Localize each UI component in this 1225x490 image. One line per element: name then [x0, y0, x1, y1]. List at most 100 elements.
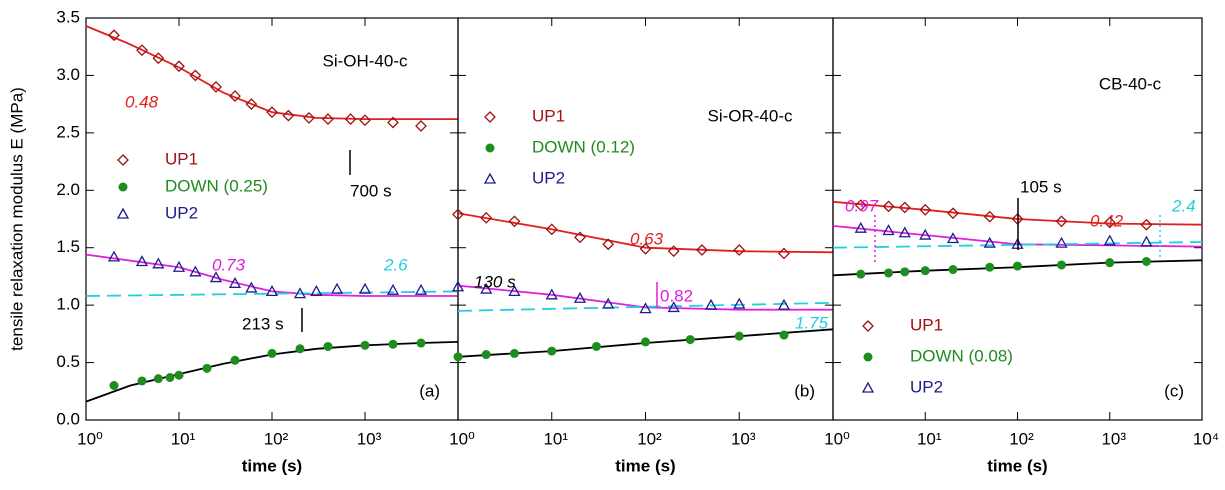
marker: [947, 207, 959, 220]
panel-label: (c): [1164, 381, 1184, 400]
marker: [1140, 235, 1153, 247]
marker: [1141, 256, 1151, 266]
x-tick-label: 10⁰: [449, 429, 475, 448]
panel-label: (b): [794, 381, 815, 400]
marker: [209, 271, 223, 283]
x-tick-label: 10²: [637, 429, 662, 448]
marker: [734, 331, 744, 341]
marker: [882, 224, 895, 236]
plot-frame: [457, 17, 834, 421]
x-axis-label: time (s): [242, 456, 302, 475]
marker: [108, 29, 120, 42]
marker: [574, 231, 586, 244]
annotation: 213 s: [242, 314, 284, 333]
plot-frame: [85, 17, 459, 421]
annotation: 0.48: [125, 92, 159, 111]
marker: [480, 211, 493, 224]
marker: [265, 285, 279, 297]
fit-line: [457, 284, 833, 311]
marker: [1140, 218, 1153, 231]
marker: [293, 287, 307, 299]
marker: [153, 374, 163, 384]
legend-label: UP1: [165, 149, 198, 168]
marker: [884, 268, 894, 278]
marker: [358, 282, 372, 294]
panel-title: Si-OH-40-c: [322, 51, 408, 70]
annotation: 0.42: [1090, 211, 1124, 230]
x-tick-label: 10⁴: [1193, 429, 1219, 448]
x-tick-label: 10³: [1101, 429, 1126, 448]
annotation: 0.73: [212, 255, 246, 274]
x-tick-label: 10⁰: [824, 429, 850, 448]
y-tick-label: 3.0: [56, 65, 80, 84]
legend-label: DOWN (0.12): [532, 137, 635, 156]
marker: [481, 350, 491, 360]
marker: [322, 113, 334, 125]
annotation: 0.82: [660, 286, 693, 305]
fit-line: [832, 241, 1203, 249]
x-tick-label: 10¹: [917, 429, 942, 448]
marker: [685, 335, 695, 345]
annotation: 105 s: [1020, 177, 1062, 196]
marker: [310, 285, 323, 297]
marker: [854, 199, 867, 212]
marker: [135, 255, 149, 267]
marker: [137, 376, 147, 386]
marker: [359, 114, 371, 127]
marker: [1103, 216, 1116, 229]
marker: [948, 265, 958, 275]
marker: [545, 223, 558, 236]
marker: [919, 228, 932, 240]
legend-label: UP1: [532, 106, 565, 125]
annotation: 700 s: [350, 181, 392, 200]
x-tick-label: 10⁰: [77, 429, 103, 448]
marker: [388, 339, 398, 349]
y-tick-label: 2.5: [56, 122, 80, 141]
marker: [414, 283, 428, 295]
marker: [452, 208, 464, 221]
x-tick-label: 10²: [264, 429, 289, 448]
marker: [174, 370, 184, 380]
legend-marker: [861, 381, 875, 393]
marker: [109, 381, 119, 391]
marker: [266, 106, 278, 119]
panel-title: Si-OR-40-c: [707, 106, 793, 125]
annotation: 1.75: [795, 313, 829, 332]
marker: [1013, 261, 1022, 271]
marker: [778, 247, 790, 260]
marker: [107, 250, 121, 262]
y-tick-label: 1.5: [56, 237, 80, 256]
x-tick-label: 10³: [731, 429, 756, 448]
fit-line: [85, 253, 458, 297]
marker: [165, 373, 175, 383]
marker: [282, 109, 295, 122]
annotation: 0.63: [630, 229, 664, 248]
marker: [1055, 236, 1068, 248]
fit-line: [457, 212, 834, 254]
legend-marker: [485, 143, 495, 153]
panel-label: (a): [419, 381, 440, 400]
marker: [733, 244, 746, 256]
annotation: 2.6: [383, 255, 408, 274]
marker: [267, 348, 277, 358]
marker: [360, 340, 370, 350]
marker: [1055, 215, 1068, 228]
legend-marker: [483, 172, 497, 184]
marker: [602, 297, 615, 309]
marker: [172, 260, 186, 272]
marker: [230, 355, 240, 365]
legend-label: UP2: [532, 168, 565, 187]
y-tick-label: 1.0: [56, 295, 80, 314]
legend-label: DOWN (0.25): [165, 176, 268, 195]
marker: [854, 221, 867, 233]
marker: [189, 265, 202, 277]
x-tick-label: 10¹: [543, 429, 568, 448]
marker: [1057, 260, 1067, 270]
x-axis-label: time (s): [615, 456, 675, 475]
marker: [344, 113, 357, 125]
marker: [415, 120, 427, 132]
annotation: 2.4: [1171, 196, 1196, 215]
marker: [547, 346, 557, 356]
marker: [229, 90, 241, 103]
